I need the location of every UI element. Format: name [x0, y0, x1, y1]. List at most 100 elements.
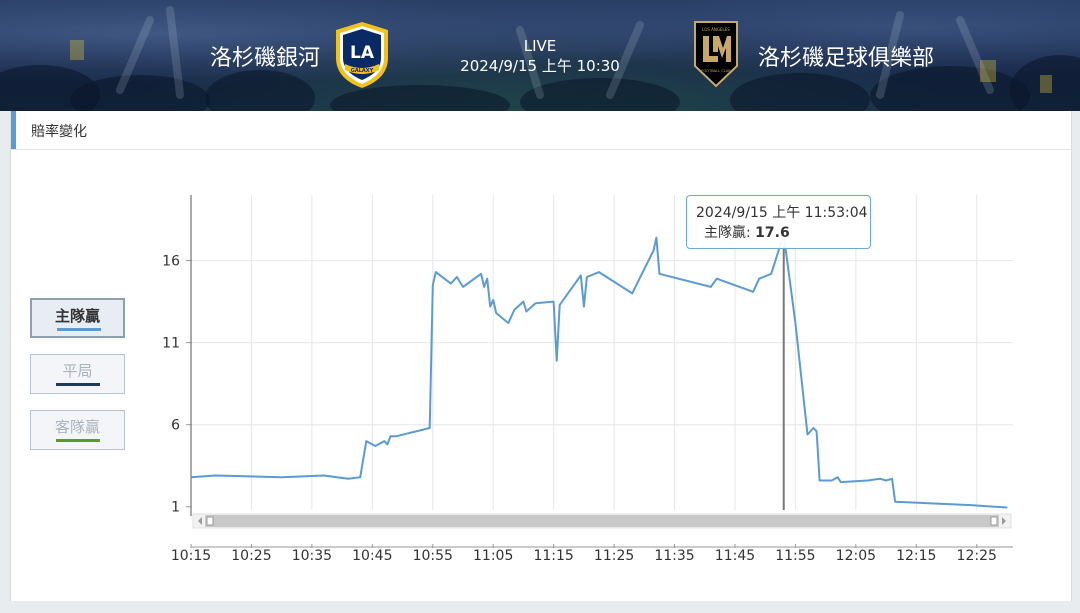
data-point [483, 286, 485, 288]
data-point [752, 291, 754, 293]
chart-axes [186, 195, 1013, 548]
data-point [816, 430, 818, 432]
data-point [758, 278, 760, 280]
data-point [495, 312, 497, 314]
data-point [840, 481, 842, 483]
data-point [770, 273, 772, 275]
kickoff-time: 2024/9/15 上午 10:30 [460, 57, 620, 75]
scroll-right-arrow-icon [1002, 517, 1006, 525]
x-tick-label: 11:45 [715, 548, 755, 564]
svg-text:FOOTBALL CLUB: FOOTBALL CLUB [701, 69, 731, 73]
data-point [389, 435, 392, 437]
data-point [435, 271, 437, 273]
data-point [456, 276, 458, 278]
crowd-background [0, 6, 1080, 111]
data-point [658, 273, 661, 275]
home-team-name: 洛杉磯銀河 [209, 46, 320, 71]
scrollbar-thumb [205, 515, 999, 527]
data-point [812, 427, 815, 429]
chart-tooltip: 2024/9/15 上午 11:53:04 主隊贏: 17.6 [686, 195, 871, 249]
x-tick-label: 12:15 [896, 548, 936, 564]
y-tick-label: 1 [171, 500, 180, 516]
data-point [534, 302, 537, 304]
data-point [559, 304, 561, 306]
data-point [879, 478, 881, 480]
x-tick-label: 11:15 [533, 548, 573, 564]
data-point [507, 322, 509, 324]
scrollbar-handle-right [990, 516, 998, 526]
live-badge: LIVE [523, 37, 557, 55]
legend-away-win-swatch [56, 439, 100, 442]
scroll-left-arrow-icon [198, 517, 202, 525]
x-tick-label: 10:35 [292, 548, 332, 564]
lafc-logo-icon: LOS ANGELES FOOTBALL CLUB [694, 21, 738, 88]
data-point [450, 283, 452, 285]
data-point [462, 286, 464, 288]
data-point [885, 479, 887, 482]
data-point [525, 310, 528, 313]
match-header: 洛杉磯銀河 LA GALAXY LIVE 2024/9/15 上午 10:30 … [0, 0, 1080, 111]
data-point [994, 506, 996, 508]
data-point [894, 501, 896, 503]
data-point [347, 478, 349, 480]
data-point [806, 433, 809, 436]
chart-series [190, 230, 1008, 510]
panel-header: 賠率變化 [11, 111, 1071, 150]
x-tick-label: 10:15 [171, 548, 211, 564]
svg-text:LOS ANGELES: LOS ANGELES [702, 27, 730, 32]
scrollbar-handle-left [206, 516, 214, 526]
data-point [556, 360, 558, 362]
data-point [281, 476, 283, 478]
data-point [486, 278, 488, 280]
page-footer [0, 601, 1080, 613]
svg-text:LA: LA [350, 43, 375, 63]
data-point [386, 443, 388, 445]
data-point [480, 273, 482, 275]
x-axis-labels: 10:15 10:25 10:35 10:45 10:55 11:05 11:15 11:25… [171, 548, 997, 564]
legend-draw-swatch [56, 383, 100, 386]
match-status: LIVE 2024/9/15 上午 10:30 [440, 36, 640, 76]
legend-away-win-button[interactable]: 客隊贏 [30, 410, 125, 450]
data-point [837, 476, 839, 478]
data-point [429, 427, 431, 429]
y-tick-label: 6 [171, 418, 180, 434]
tooltip-value-row: 主隊贏: 17.6 [696, 223, 870, 243]
chart-scrollbar[interactable] [192, 513, 1012, 529]
legend-home-win-button[interactable]: 主隊贏 [30, 298, 125, 338]
x-tick-label: 10:45 [352, 548, 392, 564]
data-point [190, 476, 192, 478]
data-point [583, 306, 585, 308]
x-tick-label: 10:55 [413, 548, 453, 564]
data-point [432, 284, 434, 286]
data-point [652, 250, 655, 252]
data-point [374, 445, 376, 447]
data-point [794, 322, 797, 324]
legend-home-win-label: 主隊贏 [54, 307, 100, 325]
data-point [323, 474, 325, 477]
data-point [513, 309, 516, 311]
x-tick-label: 12:05 [836, 548, 876, 564]
data-point [489, 306, 491, 308]
data-point [631, 292, 633, 294]
chart-grid [191, 195, 1013, 510]
svg-text:GALAXY: GALAXY [351, 68, 374, 74]
data-point [891, 478, 893, 480]
data-point [553, 301, 555, 303]
data-point [395, 435, 398, 437]
tooltip-label: 主隊贏: [704, 225, 751, 241]
data-point [970, 504, 972, 506]
data-point [580, 274, 582, 276]
data-point [522, 301, 525, 303]
legend-draw-button[interactable]: 平局 [30, 354, 125, 394]
panel-accent-bar [11, 111, 16, 149]
data-point [716, 278, 718, 280]
data-point [492, 299, 494, 301]
data-point [214, 474, 216, 477]
panel-title: 賠率變化 [31, 124, 87, 140]
y-tick-label: 16 [162, 254, 180, 270]
x-tick-label: 11:55 [775, 548, 815, 564]
data-point [586, 276, 588, 278]
legend-home-win-swatch [57, 328, 101, 331]
data-point [598, 271, 600, 273]
